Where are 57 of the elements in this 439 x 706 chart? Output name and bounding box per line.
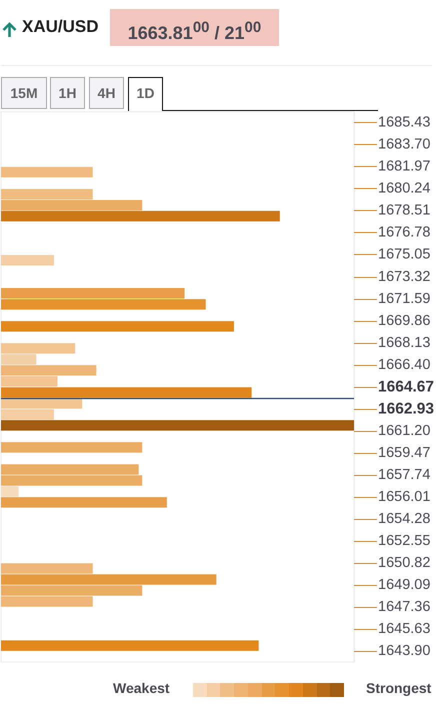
- bar: [1, 442, 142, 453]
- y-tick-label: 1647.36: [378, 599, 430, 616]
- y-tick-label: 1671.59: [378, 290, 430, 307]
- bar: [1, 343, 76, 354]
- y-tick-label: 1676.78: [378, 224, 430, 241]
- y-tick-label: 1643.90: [378, 643, 430, 660]
- text: 4H: [89, 77, 124, 109]
- chart-subtitle: 1663.81$^{00}$ / 21$^{00}$: [110, 9, 279, 46]
- y-tick-label: 1675.05: [378, 246, 430, 263]
- bar: [1, 189, 93, 200]
- y-tick-label: 1683.70: [378, 136, 430, 153]
- y-tick-label: 1657.74: [378, 467, 430, 484]
- y-tick-label: 1673.32: [378, 268, 430, 285]
- y-tick-label: 1678.51: [378, 202, 430, 219]
- chart-title: XAU/USD: [22, 17, 99, 37]
- y-tick-label: 1649.09: [378, 577, 430, 594]
- y-tick-label: 1664.67: [378, 378, 434, 396]
- y-tick-label: 1656.01: [378, 489, 430, 506]
- bar: [1, 321, 234, 332]
- bar: [1, 409, 54, 420]
- bar: [1, 376, 58, 387]
- y-tick-label: 1662.93: [378, 400, 434, 418]
- text: 1H: [50, 77, 85, 109]
- y-tick-label: 1666.40: [378, 356, 430, 373]
- bar: [1, 563, 93, 574]
- bar: [1, 354, 36, 365]
- y-tick-label: 1668.13: [378, 334, 430, 351]
- y-tick-label: 1661.20: [378, 423, 430, 440]
- y-tick-label: 1650.82: [378, 555, 430, 572]
- text: Weakest: [113, 680, 170, 696]
- text: 1D: [128, 77, 163, 111]
- bar: [1, 486, 19, 497]
- y-tick-label: 1645.63: [378, 621, 430, 638]
- text: Strongest: [366, 680, 432, 696]
- y-tick-label: 1680.24: [378, 180, 430, 197]
- bar: [1, 596, 93, 607]
- y-tick-label: 1685.43: [378, 114, 430, 131]
- y-tick-label: 1652.55: [378, 533, 430, 550]
- y-tick-label: 1659.47: [378, 445, 430, 462]
- bar: [1, 398, 82, 409]
- y-tick-label: 1681.97: [378, 158, 430, 175]
- bar: [1, 574, 216, 585]
- bar: [1, 387, 252, 398]
- bar: [1, 365, 96, 376]
- bar: [1, 254, 54, 266]
- bar: [1, 166, 93, 178]
- bar: [1, 200, 142, 210]
- bar: [1, 288, 185, 299]
- y-tick-label: 1669.86: [378, 312, 430, 329]
- bar: [1, 420, 354, 431]
- text: 15M: [1, 77, 47, 109]
- y-tick-label: 1654.28: [378, 511, 430, 528]
- bar: [1, 497, 167, 508]
- bar: [1, 640, 259, 651]
- bar: [1, 210, 280, 222]
- bar: [1, 585, 142, 596]
- bar: [1, 299, 206, 310]
